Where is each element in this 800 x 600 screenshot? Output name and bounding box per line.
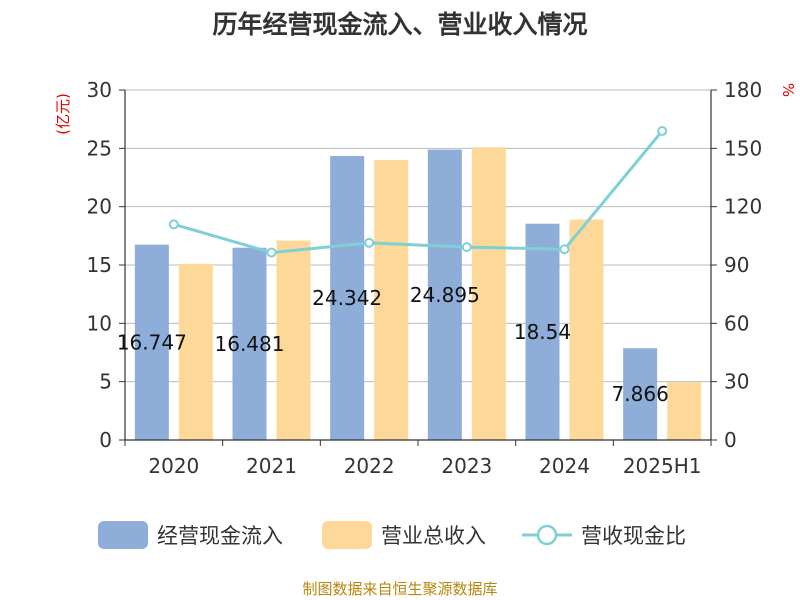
legend-swatch-ratio-marker (536, 524, 558, 546)
data-labels: 16.747 16.481 24.342 24.895 18.54 7.866 (117, 283, 669, 406)
legend-swatch-revenue (322, 521, 372, 549)
cash-inflow-data-label: 16.481 (215, 332, 285, 356)
ratio-point (168, 219, 179, 230)
revenue-bar (471, 147, 506, 440)
cash-inflow-data-label: 24.895 (410, 283, 480, 307)
ratio-point (559, 244, 570, 255)
x-tick-label: 2022 (344, 454, 395, 478)
right-axis-unit: % (779, 83, 797, 97)
left-tick-label: 25 (87, 136, 112, 160)
ratio-point (657, 126, 668, 137)
legend-label-cash-inflow: 经营现金流入 (157, 524, 283, 548)
cash-inflow-data-label: 18.54 (514, 320, 571, 344)
legend-label-revenue: 营业总收入 (381, 524, 486, 548)
revenue-bar (374, 160, 409, 440)
revenue-bar (276, 240, 311, 440)
chart-title: 历年经营现金流入、营业收入情况 (212, 10, 587, 39)
legend-label-ratio: 营收现金比 (581, 524, 686, 548)
right-tick-label: 90 (724, 253, 749, 277)
ratio-point (364, 237, 375, 248)
right-tick-label: 150 (724, 136, 762, 160)
x-tick-label: 2023 (441, 454, 492, 478)
x-tick-label: 2021 (246, 454, 297, 478)
bars (134, 147, 702, 440)
revenue-bar (667, 382, 702, 440)
left-tick-label: 10 (87, 311, 112, 335)
ratio-polyline (173, 130, 664, 255)
left-tick-label: 0 (99, 428, 112, 452)
cash-inflow-bar (623, 348, 658, 440)
cash-inflow-bar (232, 247, 267, 440)
right-tick-label: 120 (724, 195, 762, 219)
ratio-line (168, 126, 668, 258)
ratio-point (266, 247, 277, 258)
legend-swatch-cash-inflow (98, 521, 148, 549)
left-tick-label: 30 (87, 78, 112, 102)
left-axis-unit: (亿元) (54, 93, 72, 135)
revenue-bar (178, 263, 213, 440)
ratio-point (461, 242, 472, 253)
legend: 经营现金流入 营业总收入 营收现金比 (98, 521, 686, 549)
left-tick-label: 20 (87, 195, 112, 219)
cash-inflow-data-label: 16.747 (117, 330, 187, 354)
grid-lines (125, 89, 711, 441)
cash-inflow-bar (525, 223, 560, 440)
source-note: 制图数据来自恒生聚源数据库 (302, 580, 497, 598)
left-tick-label: 5 (99, 370, 112, 394)
cash-inflow-data-label: 7.866 (612, 382, 669, 406)
left-tick-label: 15 (87, 253, 112, 277)
x-tick-label: 2025H1 (623, 454, 702, 478)
right-tick-label: 60 (724, 311, 749, 335)
x-tick-label: 2024 (539, 454, 590, 478)
right-tick-label: 0 (724, 428, 737, 452)
axes: 0 5 10 15 20 25 30 0 30 60 90 120 150 180 2020 2021 2022… (87, 78, 763, 478)
cash-inflow-bar (427, 149, 462, 440)
cash-inflow-bar (330, 156, 365, 440)
cash-inflow-bar (134, 244, 169, 440)
x-tick-label: 2020 (148, 454, 199, 478)
revenue-bar (569, 219, 604, 440)
right-tick-label: 30 (724, 370, 749, 394)
cash-inflow-data-label: 24.342 (312, 286, 382, 310)
right-tick-label: 180 (724, 78, 762, 102)
